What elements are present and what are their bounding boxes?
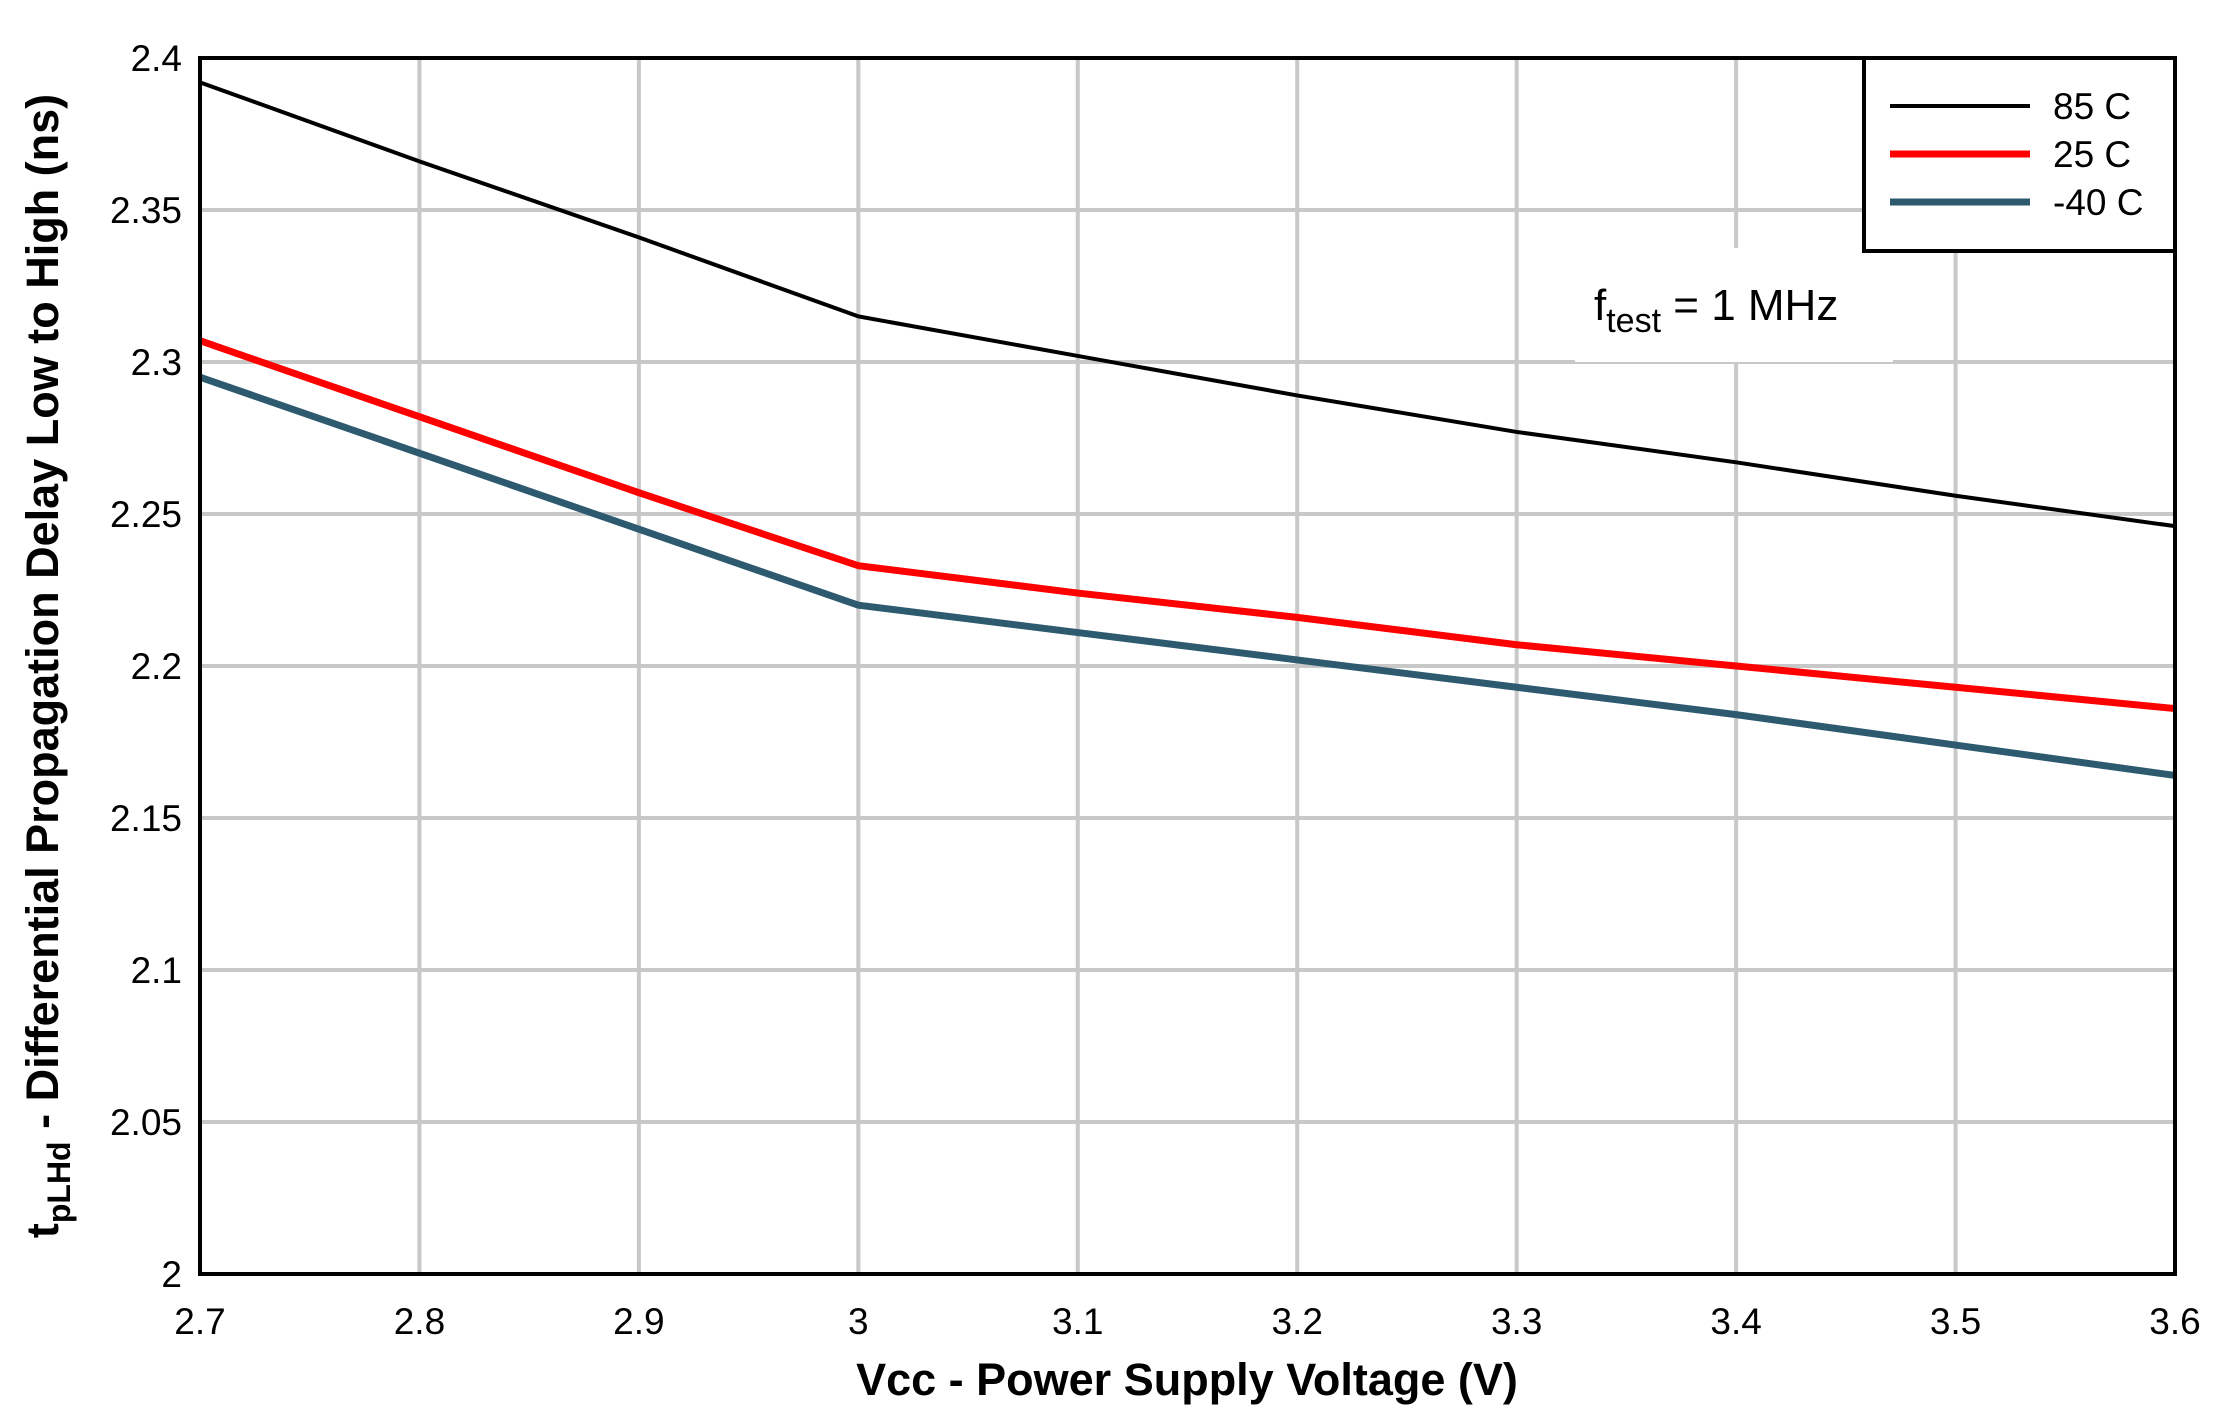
x-tick-label: 2.8 bbox=[394, 1301, 445, 1342]
y-tick-label: 2.2 bbox=[131, 646, 182, 687]
x-tick-label: 2.9 bbox=[613, 1301, 664, 1342]
x-tick-label: 3.1 bbox=[1052, 1301, 1103, 1342]
y-axis-label: tpLHd - Differential Propagation Delay L… bbox=[17, 94, 77, 1238]
y-tick-label: 2 bbox=[161, 1254, 182, 1295]
annotation-ftest: ftest = 1 MHz bbox=[1594, 281, 1838, 340]
x-tick-labels: 2.7 2.8 2.9 3 3.1 3.2 3.3 3.4 3.5 3.6 bbox=[174, 1301, 2200, 1342]
x-tick-label: 2.7 bbox=[174, 1301, 225, 1342]
x-tick-label: 3 bbox=[848, 1301, 869, 1342]
x-axis-label: Vcc - Power Supply Voltage (V) bbox=[856, 1354, 1518, 1405]
y-tick-labels: 2 2.05 2.1 2.15 2.2 2.25 2.3 2.35 2.4 bbox=[110, 38, 182, 1295]
y-tick-label: 2.4 bbox=[131, 38, 182, 79]
x-tick-label: 3.2 bbox=[1272, 1301, 1323, 1342]
legend: 85 C 25 C -40 C bbox=[1862, 56, 2177, 253]
series-line-0 bbox=[199, 80, 2176, 529]
y-tick-label: 2.15 bbox=[110, 798, 182, 839]
legend-label: 25 C bbox=[2053, 134, 2131, 175]
y-tick-label: 2.1 bbox=[131, 950, 182, 991]
annotation-background bbox=[1575, 248, 1893, 362]
x-tick-label: 3.4 bbox=[1710, 1301, 1761, 1342]
y-tick-label: 2.35 bbox=[110, 190, 182, 231]
y-tick-label: 2.3 bbox=[131, 342, 182, 383]
legend-label: -40 C bbox=[2053, 182, 2143, 223]
series-line-1 bbox=[198, 337, 2176, 713]
series-line-2 bbox=[198, 373, 2176, 779]
y-tick-label: 2.05 bbox=[110, 1102, 182, 1143]
x-tick-label: 3.6 bbox=[2149, 1301, 2200, 1342]
series-lines bbox=[198, 80, 2176, 779]
legend-label: 85 C bbox=[2053, 86, 2131, 127]
plot-frame bbox=[198, 56, 2177, 1276]
x-tick-label: 3.5 bbox=[1930, 1301, 1981, 1342]
y-tick-label: 2.25 bbox=[110, 494, 182, 535]
x-tick-label: 3.3 bbox=[1491, 1301, 1542, 1342]
